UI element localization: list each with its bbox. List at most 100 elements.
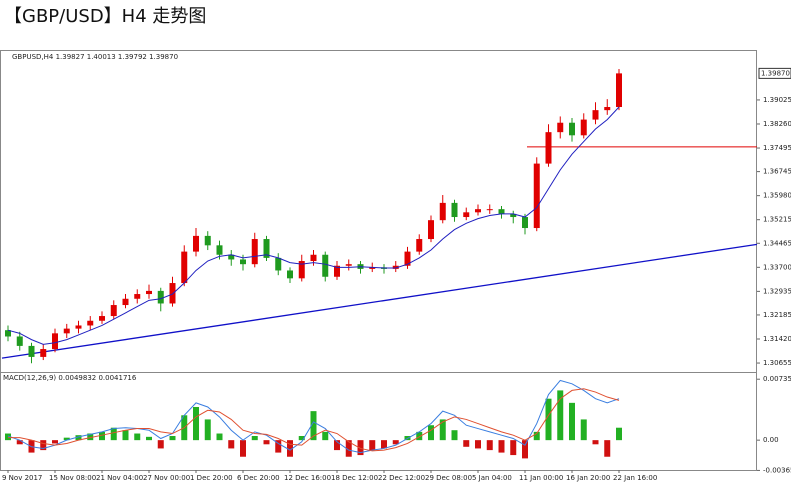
histogram-bar [87, 433, 94, 441]
candle-body [298, 261, 305, 279]
candle-body [110, 305, 117, 317]
candle-body [533, 163, 540, 229]
candle-body [604, 107, 611, 111]
histogram-bar [122, 430, 129, 441]
x-tick-label: 15 Nov 08:00 [49, 474, 96, 482]
x-tick-label: 18 Dec 12:00 [331, 474, 378, 482]
price-label: 1.39870 [761, 69, 790, 77]
histogram-bar [251, 436, 258, 441]
histogram-bar [193, 406, 199, 441]
histogram-bar [451, 430, 458, 441]
candle-body [463, 212, 470, 218]
candle-body [134, 294, 141, 299]
candle-body [287, 270, 293, 279]
x-tick-label: 9 Nov 2017 [2, 474, 42, 482]
histogram-bar [357, 440, 364, 456]
y-tick-label: 1.36745 [763, 168, 791, 176]
candle-body [52, 333, 58, 350]
y-tick-label: -0.003652 [763, 466, 791, 474]
histogram-bar [146, 436, 152, 441]
histogram-bar [463, 440, 470, 447]
histogram-bar [40, 440, 47, 451]
candle-body [16, 336, 23, 346]
histogram-bar [486, 440, 493, 451]
histogram-bar [5, 433, 11, 441]
histogram-bar [52, 440, 58, 444]
x-tick-label: 21 Nov 04:00 [96, 474, 143, 482]
candle-body [557, 122, 564, 133]
macd-line [8, 388, 620, 452]
histogram-bar [322, 431, 329, 441]
x-tick-label: 29 Dec 08:00 [425, 474, 472, 482]
candle-body [510, 213, 517, 218]
x-tick-label: 6 Dec 20:00 [237, 474, 280, 482]
macd-line [7, 379, 620, 454]
y-tick-label: 0.0073518 [763, 375, 791, 383]
candle-body [40, 349, 47, 357]
price-box [758, 67, 791, 79]
candle-body [545, 132, 552, 164]
y-tick-label: 1.32935 [763, 287, 791, 295]
candle-body [275, 257, 282, 271]
candle-body [475, 209, 481, 213]
candle-body [428, 220, 434, 240]
candle-body [486, 209, 493, 211]
candle-body [451, 202, 458, 218]
histogram-bar [369, 440, 376, 451]
candle-body [263, 239, 270, 258]
histogram-bar [110, 427, 117, 441]
histogram-bar [545, 398, 552, 441]
trend-line [1, 243, 758, 359]
candle-body [322, 254, 329, 277]
chart-title: 【GBP/USD】H4 走势图 [4, 6, 206, 27]
candle-body [369, 267, 376, 269]
frame [0, 50, 757, 471]
x-tick-label: 16 Jan 20:00 [566, 474, 610, 482]
candle-body [146, 290, 152, 295]
x-tick-label: 1 Dec 20:00 [190, 474, 233, 482]
histogram-bar [557, 390, 564, 441]
x-tick-label: 11 Jan 00:00 [519, 474, 563, 482]
candle-body [75, 325, 82, 329]
y-tick-label: 1.37495 [763, 144, 791, 152]
histogram-bar [99, 431, 105, 441]
histogram-bar [240, 440, 246, 457]
histogram-bar [275, 440, 282, 453]
candle-body [392, 265, 399, 269]
histogram-bar [228, 440, 235, 449]
candle-body [416, 239, 423, 252]
candle-body [334, 265, 340, 277]
candle-body [616, 73, 622, 108]
candle-body [216, 245, 223, 255]
candle-body [169, 283, 176, 304]
x-tick-label: 22 Dec 12:00 [378, 474, 425, 482]
y-tick-label: 1.39025 [763, 96, 791, 104]
histogram-bar [616, 427, 622, 441]
candle-body [345, 264, 352, 266]
y-tick-label: 1.35980 [763, 192, 791, 200]
y-tick-label: 1.35215 [763, 216, 791, 224]
candle-body [228, 254, 235, 260]
histogram-bar [134, 433, 141, 441]
histogram-bar [63, 437, 70, 441]
histogram-bar [263, 440, 270, 445]
candle-body [439, 202, 446, 221]
histogram-bar [75, 435, 82, 441]
moving-average [7, 106, 620, 345]
candle-body [580, 119, 587, 136]
candle-body [157, 290, 164, 304]
y-tick-label: 1.38260 [763, 120, 791, 128]
histogram-bar [428, 425, 434, 441]
candle-body [240, 259, 246, 265]
x-tick-label: 22 Jan 16:00 [613, 474, 657, 482]
candle-body [204, 235, 211, 246]
histogram-bar [169, 436, 176, 441]
histogram-bar [580, 419, 587, 441]
histogram-bar [522, 440, 528, 459]
histogram-bar [334, 440, 340, 451]
candle-body [592, 110, 599, 120]
histogram-bar [287, 440, 293, 457]
y-tick-label: 1.34465 [763, 239, 791, 247]
